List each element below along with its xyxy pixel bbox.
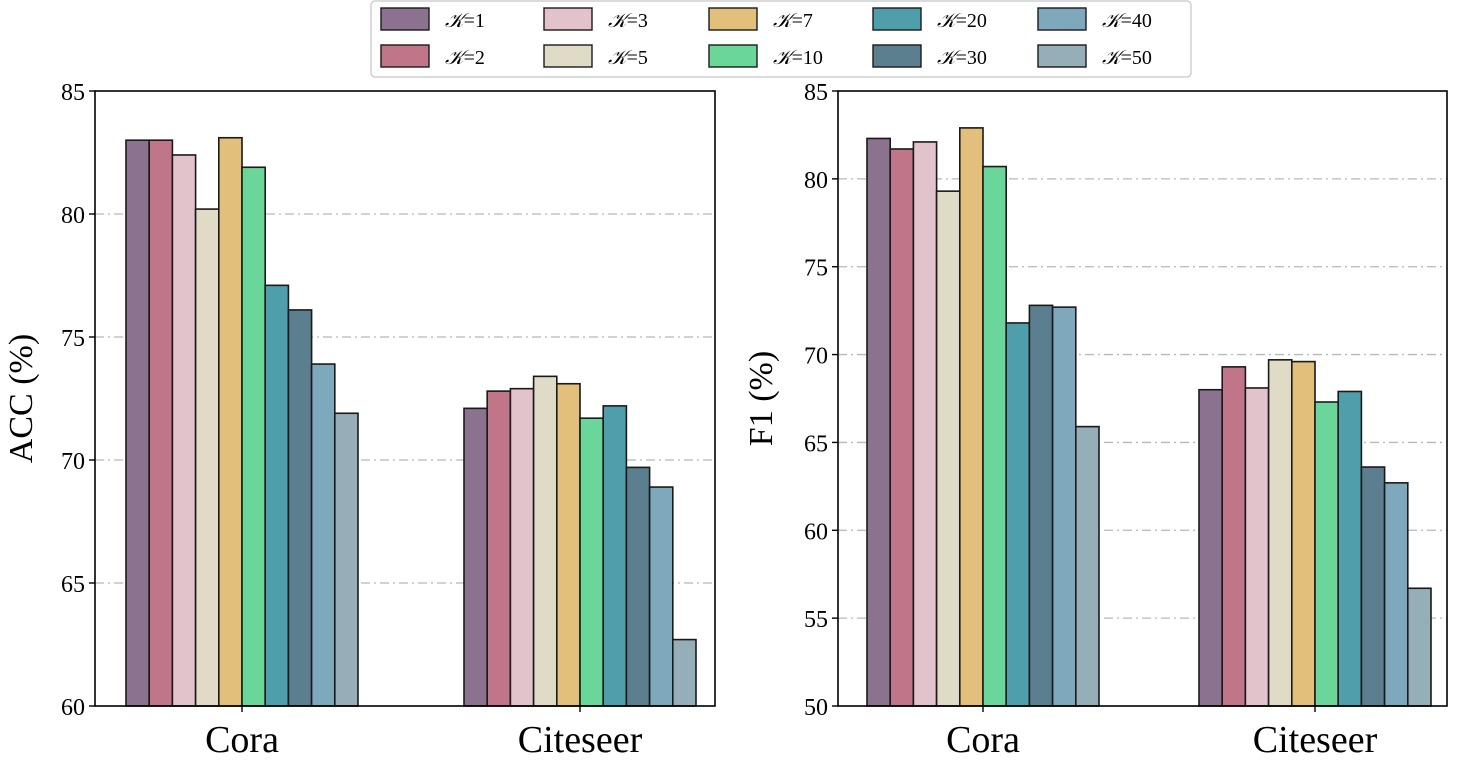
legend-swatch-k40 — [1037, 7, 1087, 31]
f1-y-tick-label: 65 — [804, 431, 828, 457]
f1-y-tick-label: 80 — [804, 168, 828, 194]
f1-y-tick-label: 75 — [804, 256, 828, 282]
f1-bar-citeseer-k5 — [1267, 359, 1293, 707]
acc-y-tick-label: 65 — [61, 572, 85, 598]
legend-label-k10: 𝒦=10 — [773, 47, 823, 69]
acc-y-tick-label: 70 — [61, 449, 85, 475]
legend-label-k40: 𝒦=40 — [1102, 10, 1152, 32]
acc-bar-cora-k2 — [148, 139, 174, 707]
legend-swatch-k5 — [543, 44, 593, 68]
acc-bar-citeseer-k30 — [625, 466, 651, 707]
f1-bar-citeseer-k30 — [1360, 466, 1386, 707]
f1-category-label-cora: Cora — [946, 719, 1020, 761]
f1-y-tick-label: 55 — [804, 607, 828, 633]
acc-bar-citeseer-k5 — [532, 375, 558, 707]
legend-swatch-k3 — [543, 7, 593, 31]
f1-bar-cora-k3 — [912, 141, 938, 707]
f1-bar-cora-k7 — [958, 127, 984, 707]
acc-bar-cora-k20 — [264, 284, 290, 707]
legend-swatch-k50 — [1037, 44, 1087, 68]
legend-swatch-k1 — [380, 7, 430, 31]
legend-swatch-k2 — [380, 44, 430, 68]
f1-category-label-citeseer: Citeseer — [1253, 719, 1378, 761]
f1-bar-cora-k20 — [1005, 322, 1031, 707]
acc-bar-cora-k7 — [218, 136, 243, 707]
acc-bar-citeseer-k1 — [463, 407, 489, 707]
f1-bar-citeseer-k3 — [1244, 387, 1270, 707]
legend-label-k7: 𝒦=7 — [773, 10, 813, 32]
acc-y-tick-label: 60 — [61, 695, 85, 721]
acc-axes-frame — [94, 90, 716, 707]
legend-swatch-k7 — [708, 7, 758, 31]
legend-label-k3: 𝒦=3 — [608, 10, 648, 32]
f1-bar-cora-k5 — [935, 190, 961, 707]
acc-y-tick-label: 75 — [61, 326, 85, 352]
f1-y-tick-label: 60 — [804, 519, 828, 545]
f1-bar-citeseer-k10 — [1314, 401, 1340, 707]
f1-bar-cora-k40 — [1051, 306, 1077, 707]
acc-bar-citeseer-k3 — [509, 387, 535, 707]
legend-swatch-k10 — [708, 44, 758, 68]
legend-label-k50: 𝒦=50 — [1102, 47, 1152, 69]
acc-y-tick-label: 85 — [61, 80, 85, 106]
acc-bar-citeseer-k50 — [671, 638, 697, 707]
f1-bar-citeseer-k20 — [1337, 390, 1363, 707]
acc-category-label-citeseer: Citeseer — [518, 719, 643, 761]
f1-bar-citeseer-k40 — [1383, 482, 1409, 707]
acc-bar-cora-k40 — [310, 363, 336, 707]
legend-swatch-k30 — [872, 44, 922, 68]
f1-bar-citeseer-k7 — [1291, 360, 1316, 707]
f1-bar-cora-k2 — [889, 148, 915, 707]
f1-bar-cora-k10 — [982, 165, 1008, 707]
acc-bar-citeseer-k20 — [602, 405, 628, 707]
f1-bar-cora-k1 — [866, 137, 892, 707]
legend-label-k1: 𝒦=1 — [445, 10, 485, 32]
acc-y-axis-title: ACC (%) — [3, 334, 40, 463]
f1-bar-citeseer-k1 — [1198, 388, 1224, 707]
f1-y-tick-label: 85 — [804, 80, 828, 106]
acc-y-tick-label: 80 — [61, 203, 85, 229]
f1-chart: Cora Citeseer 50 55 60 65 70 75 80 85 F1 (%) — [743, 80, 1448, 761]
acc-bar-cora-k5 — [194, 208, 220, 707]
acc-bar-cora-k1 — [125, 139, 151, 707]
f1-bar-cora-k30 — [1028, 304, 1054, 707]
acc-bar-citeseer-k10 — [579, 417, 605, 707]
f1-bar-citeseer-k50 — [1407, 587, 1432, 707]
acc-bar-citeseer-k7 — [555, 382, 581, 707]
acc-bar-citeseer-k40 — [648, 486, 674, 707]
f1-bar-cora-k50 — [1075, 425, 1100, 707]
legend-label-k20: 𝒦=20 — [937, 10, 987, 32]
f1-y-tick-label: 50 — [804, 695, 828, 721]
f1-axes-frame — [837, 90, 1448, 707]
acc-bar-cora-k3 — [171, 154, 197, 707]
acc-bar-cora-k10 — [241, 166, 267, 707]
acc-chart: Cora Citeseer 60 65 70 75 80 85 ACC (%) — [3, 80, 716, 761]
legend: 𝒦=1 𝒦=2 𝒦=3 𝒦=5 𝒦=7 𝒦=10 𝒦=20 𝒦=30 𝒦=40 𝒦=50 — [370, 0, 1192, 78]
f1-y-axis-title: F1 (%) — [743, 351, 780, 446]
acc-bar-cora-k50 — [333, 412, 359, 707]
f1-y-tick-label: 70 — [804, 344, 828, 370]
f1-bar-citeseer-k2 — [1221, 366, 1247, 707]
legend-swatch-k20 — [872, 7, 922, 31]
acc-bar-citeseer-k2 — [486, 390, 512, 707]
legend-label-k2: 𝒦=2 — [445, 47, 485, 69]
legend-label-k30: 𝒦=30 — [937, 47, 987, 69]
acc-category-label-cora: Cora — [205, 719, 279, 761]
legend-label-k5: 𝒦=5 — [608, 47, 648, 69]
acc-bar-cora-k30 — [287, 309, 313, 707]
